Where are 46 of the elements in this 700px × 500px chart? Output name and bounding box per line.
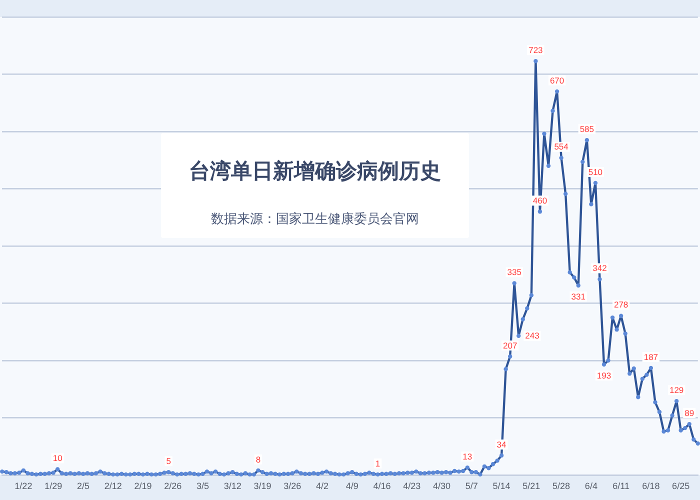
data-label: 723 xyxy=(528,44,544,55)
x-tick-label: 3/26 xyxy=(284,480,302,491)
data-label: 5 xyxy=(166,456,172,466)
x-tick-label: 2/12 xyxy=(104,480,122,491)
data-label: 554 xyxy=(554,142,569,152)
x-tick-label: 5/28 xyxy=(552,480,570,491)
x-tick-label: 4/9 xyxy=(346,480,358,491)
x-tick-label: 4/16 xyxy=(373,480,391,491)
data-label: 331 xyxy=(571,291,586,302)
data-label: 193 xyxy=(596,370,612,380)
data-label: 342 xyxy=(592,263,608,274)
data-label: 670 xyxy=(550,75,564,86)
data-label: 243 xyxy=(525,330,540,341)
x-tick-label: 3/5 xyxy=(196,480,209,491)
x-tick-label: 5/14 xyxy=(492,480,510,491)
data-label: 10 xyxy=(52,453,63,464)
x-tick-label: 6/4 xyxy=(584,480,598,491)
x-tick-label: 2/5 xyxy=(76,480,90,491)
data-label: 8 xyxy=(256,454,261,464)
x-tick-label: 2/19 xyxy=(134,480,152,491)
x-tick-label: 2/26 xyxy=(164,480,182,491)
title-panel: 台湾单日新增确诊病例历史 数据来源：国家卫生健康委员会官网 xyxy=(161,133,469,238)
x-tick-label: 6/18 xyxy=(642,480,660,491)
data-label: 207 xyxy=(502,340,518,350)
x-tick-label: 4/23 xyxy=(403,480,421,491)
data-label: 585 xyxy=(580,124,594,134)
x-tick-label: 6/25 xyxy=(672,480,690,491)
data-label: 89 xyxy=(684,408,694,418)
x-tick-label: 4/2 xyxy=(316,480,329,491)
data-label: 1 xyxy=(375,458,380,468)
data-label: 335 xyxy=(507,267,522,278)
x-tick-label: 5/7 xyxy=(465,480,478,491)
data-label: 129 xyxy=(669,384,684,395)
data-label: 510 xyxy=(588,166,603,177)
x-tick-label: 3/12 xyxy=(224,480,242,491)
data-label: 460 xyxy=(532,195,548,206)
x-tick-label: 4/30 xyxy=(433,480,451,491)
data-label: 13 xyxy=(462,451,472,462)
x-tick-label: 6/11 xyxy=(612,480,630,491)
data-label: 278 xyxy=(614,300,628,310)
x-tick-label: 3/19 xyxy=(254,480,272,491)
data-label: 34 xyxy=(496,439,507,450)
x-tick-label: 1/29 xyxy=(44,480,62,491)
data-label: 187 xyxy=(644,352,658,362)
x-tick-label: 1/22 xyxy=(14,480,32,491)
x-tick-label: 5/21 xyxy=(522,480,540,491)
